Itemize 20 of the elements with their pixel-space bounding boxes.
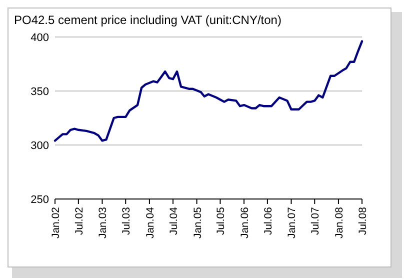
x-tick-label: Jul.04 [168,206,180,236]
x-tick-label: Jul.07 [310,206,322,236]
y-tick-label: 350 [30,86,49,98]
chart-title: PO42.5 cement price including VAT (unit:CNY/ton) [14,13,282,27]
x-tick-label: Jul.03 [120,206,133,236]
line-series [54,40,364,142]
x-tick-label: Jan.03 [97,206,110,239]
x-tick-label: Jan.07 [286,206,298,239]
x-tick-label: Jul.08 [357,206,369,236]
x-tick-label: Jul.02 [73,206,86,236]
y-tick-label: 300 [30,140,49,152]
x-tick-label: Jul.06 [262,206,274,236]
x-tick-label: Jan.04 [144,206,156,239]
x-tick-label: Jan.05 [192,206,204,239]
x-tick-label: Jan.02 [50,206,62,239]
y-tick-label: 250 [30,194,49,206]
x-tick-label: Jan.06 [239,206,252,239]
x-tick-label: Jul.05 [215,206,228,236]
x-tick-label: Jan.08 [333,206,346,239]
y-tick-label: 400 [30,32,49,44]
